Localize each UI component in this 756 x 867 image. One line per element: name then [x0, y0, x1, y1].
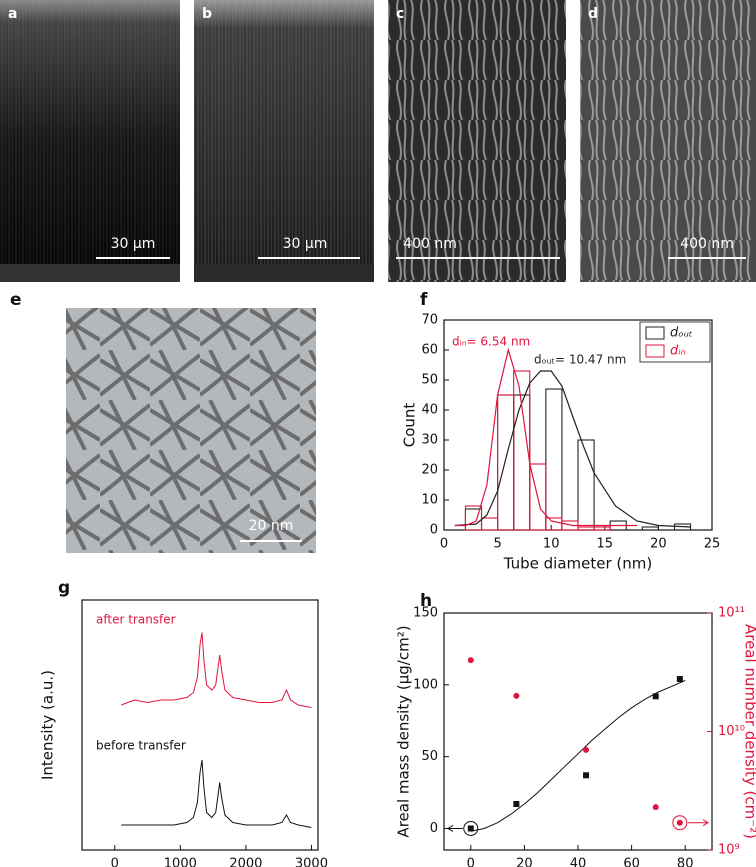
x-tick-label: 20: [516, 857, 533, 867]
y2-axis-label: Areal number density (cm⁻²): [742, 624, 756, 839]
y-tick-label: 0: [430, 821, 438, 836]
histogram-bar: [480, 517, 499, 531]
panel-letter: d: [588, 6, 598, 22]
panel-letter: b: [202, 6, 212, 22]
histogram-bar: [545, 517, 563, 531]
y-tick-label: 70: [421, 313, 438, 328]
annotation: before transfer: [96, 739, 186, 753]
histogram-bar: [593, 526, 611, 531]
panel-letter: f: [420, 290, 428, 310]
panel-letter: g: [58, 578, 70, 598]
scale-bar-label: 30 µm: [283, 236, 328, 252]
spectrum-line: [121, 759, 312, 828]
histogram-bar: [513, 370, 531, 531]
data-point: [467, 657, 474, 664]
x-tick-label: 40: [570, 857, 587, 867]
scale-bar-label: 400 nm: [680, 236, 734, 252]
y-tick-label: 30: [421, 433, 438, 448]
data-point: [583, 772, 590, 779]
fit-curve: [454, 370, 691, 528]
axis-arrow: [447, 825, 463, 832]
x-tick-label: 0: [111, 857, 119, 867]
y-axis-label: Intensity (a.u.): [39, 670, 57, 780]
y-tick-label: 10: [421, 493, 438, 508]
data-point: [513, 692, 520, 699]
y-tick-label: 40: [421, 403, 438, 418]
x-tick-label: 3000: [295, 857, 328, 867]
histogram-bar: [497, 394, 515, 531]
x-tick-label: 10: [543, 537, 560, 552]
y-tick-label: 50: [421, 749, 438, 764]
x-tick-label: 25: [704, 537, 721, 552]
fit-curve: [454, 347, 637, 527]
sem-image-a: [0, 0, 180, 282]
data-point: [652, 693, 659, 700]
scale-bar-label: 400 nm: [403, 236, 457, 252]
axis-indicator: [463, 820, 479, 836]
legend-swatch: [645, 344, 665, 358]
y-axis-label: Areal mass density (µg/cm²): [395, 625, 413, 837]
data-point: [676, 676, 683, 683]
x-tick-label: 2000: [229, 857, 262, 867]
annotation: dᵢₙ= 6.54 nm: [452, 335, 530, 349]
x-tick-label: 80: [677, 857, 694, 867]
histogram-bar: [497, 394, 515, 531]
histogram-bar: [577, 526, 595, 531]
x-tick-label: 0: [467, 857, 475, 867]
data-point: [467, 825, 474, 832]
legend-label: dₒᵤₜ: [670, 326, 693, 341]
histogram-bar: [513, 394, 531, 531]
x-tick-label: 20: [650, 537, 667, 552]
sem-image-c: [388, 0, 566, 282]
y-tick-label: 20: [421, 463, 438, 478]
y-tick-label: 150: [413, 606, 438, 621]
data-point: [652, 804, 659, 811]
spectrum-line: [121, 632, 312, 708]
tem-image-e: [66, 308, 316, 553]
y-tick-label: 60: [421, 343, 438, 358]
fit-curve: [470, 680, 686, 832]
panel-letter: h: [420, 591, 432, 611]
scale-bar-label: 30 µm: [111, 236, 156, 252]
y-tick-label: 100: [413, 677, 438, 692]
sem-image-d: [580, 0, 756, 282]
y2-tick-label: 10¹⁰: [718, 724, 745, 739]
legend-box: [639, 321, 711, 363]
x-axis-label: Tube diameter (nm): [503, 555, 653, 573]
sem-image-b: [194, 0, 374, 282]
annotation: dₒᵤₜ= 10.47 nm: [534, 353, 626, 367]
annotation: after transfer: [96, 613, 176, 627]
axis-indicator: [672, 815, 688, 831]
legend-label: dᵢₙ: [670, 344, 686, 359]
x-tick-label: 5: [493, 537, 501, 552]
y-axis-label: Count: [401, 403, 419, 448]
x-tick-label: 60: [623, 857, 640, 867]
y2-tick-label: 10⁹: [718, 843, 740, 858]
data-point: [583, 746, 590, 753]
scale-bars: [96, 257, 746, 542]
plot-frame: [81, 599, 319, 851]
axis-arrow: [687, 819, 709, 827]
x-tick-label: 1000: [164, 857, 197, 867]
histogram-bar: [641, 526, 659, 531]
y-tick-label: 50: [421, 373, 438, 388]
x-tick-label: 15: [597, 537, 614, 552]
panel-letter: a: [8, 6, 17, 22]
histogram-bar: [529, 463, 547, 531]
y-tick-label: 0: [430, 523, 438, 538]
x-tick-label: 0: [440, 537, 448, 552]
panel-letter: e: [10, 290, 22, 310]
histogram-bar: [545, 388, 563, 531]
data-point: [676, 819, 683, 826]
legend-swatch: [645, 326, 665, 340]
y2-tick-label: 10¹¹: [718, 606, 745, 621]
data-point: [513, 801, 520, 808]
scale-bar-label: 20 nm: [249, 518, 294, 534]
panel-letter: c: [396, 6, 404, 22]
plot-frame: [443, 612, 713, 851]
